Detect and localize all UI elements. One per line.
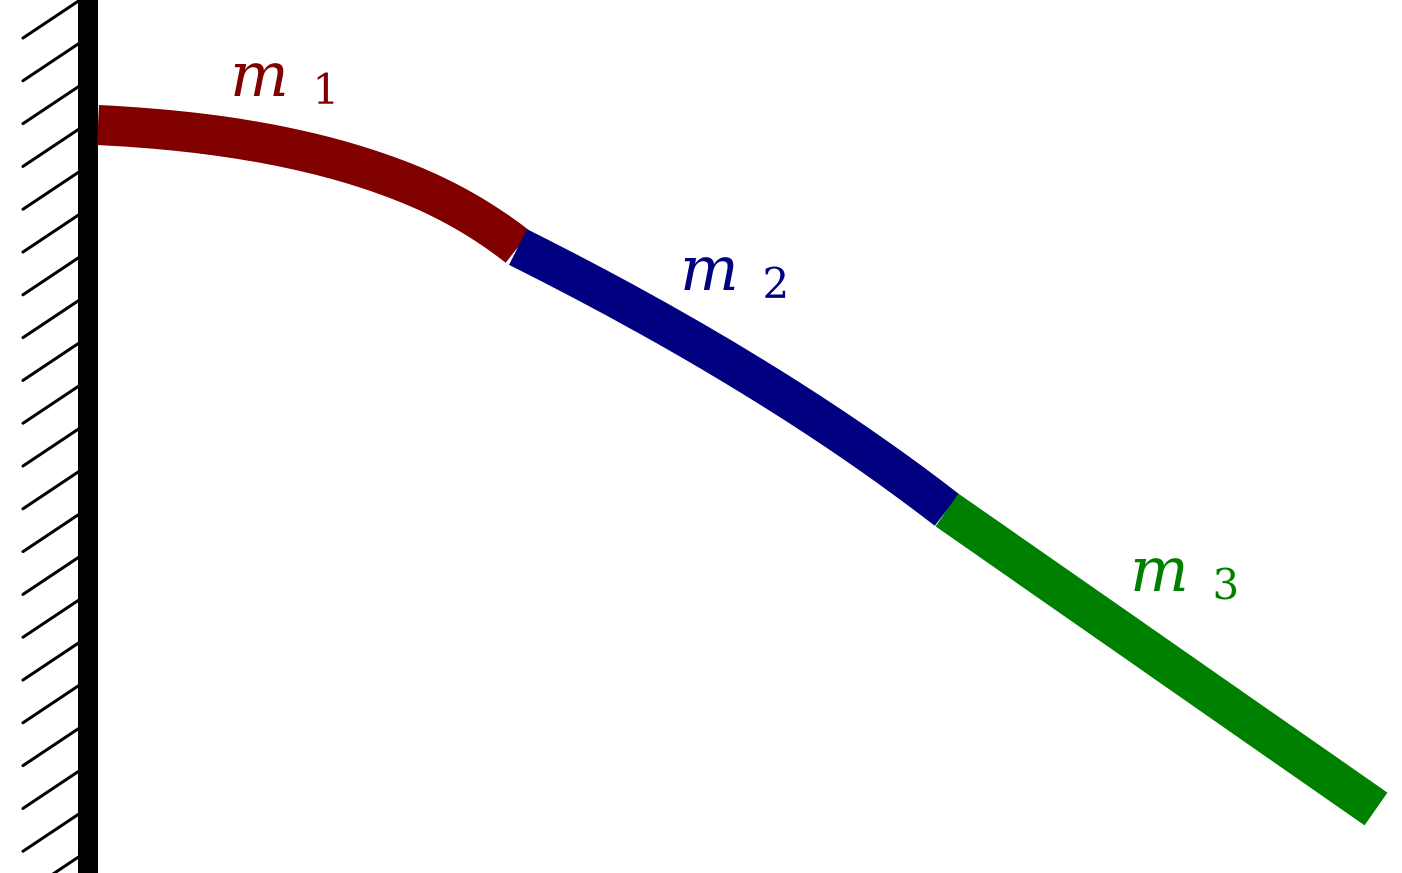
- wall-hatch-line: [21, 726, 82, 768]
- beam-segment-m2: [509, 229, 960, 526]
- wall-hatch-line: [21, 84, 82, 126]
- label-m2-sub: 2: [763, 259, 790, 308]
- wall-hatch-line: [21, 126, 82, 168]
- label-m3-main: m: [1130, 533, 1189, 606]
- wall-hatch-line: [21, 41, 82, 83]
- wall-hatch-line: [21, 683, 82, 725]
- wall-hatch-line: [21, 597, 82, 639]
- label-m1: m 1: [230, 38, 339, 114]
- wall-hatch-line: [21, 554, 82, 596]
- wall-hatch-line: [21, 0, 82, 40]
- wall-hatch-line: [21, 255, 82, 297]
- wall-hatch-line: [21, 640, 82, 682]
- label-m2-main: m: [680, 232, 739, 305]
- wall-hatch-line: [21, 298, 82, 340]
- wall-hatch-line: [21, 169, 82, 211]
- wall-hatch-line: [21, 212, 82, 254]
- label-m2: m 2: [680, 232, 789, 308]
- beam-segment-m3: [935, 493, 1388, 826]
- wall-hatch-line: [21, 811, 82, 853]
- wall-hatch-line: [21, 469, 82, 511]
- label-m3-sub: 3: [1213, 560, 1240, 609]
- wall-hatch-line: [21, 383, 82, 425]
- wall-hatch-line: [21, 340, 82, 382]
- label-m1-main: m: [230, 38, 289, 111]
- beam-segment-m1: [97, 105, 531, 263]
- wall-hatch-line: [21, 512, 82, 554]
- wall-hatch-line: [21, 768, 82, 810]
- wall-hatch-line: [21, 426, 82, 468]
- wall-hatching: [21, 0, 82, 873]
- label-m3: m 3: [1130, 533, 1239, 609]
- label-m1-sub: 1: [313, 65, 340, 114]
- wall-hatch-line: [51, 854, 82, 873]
